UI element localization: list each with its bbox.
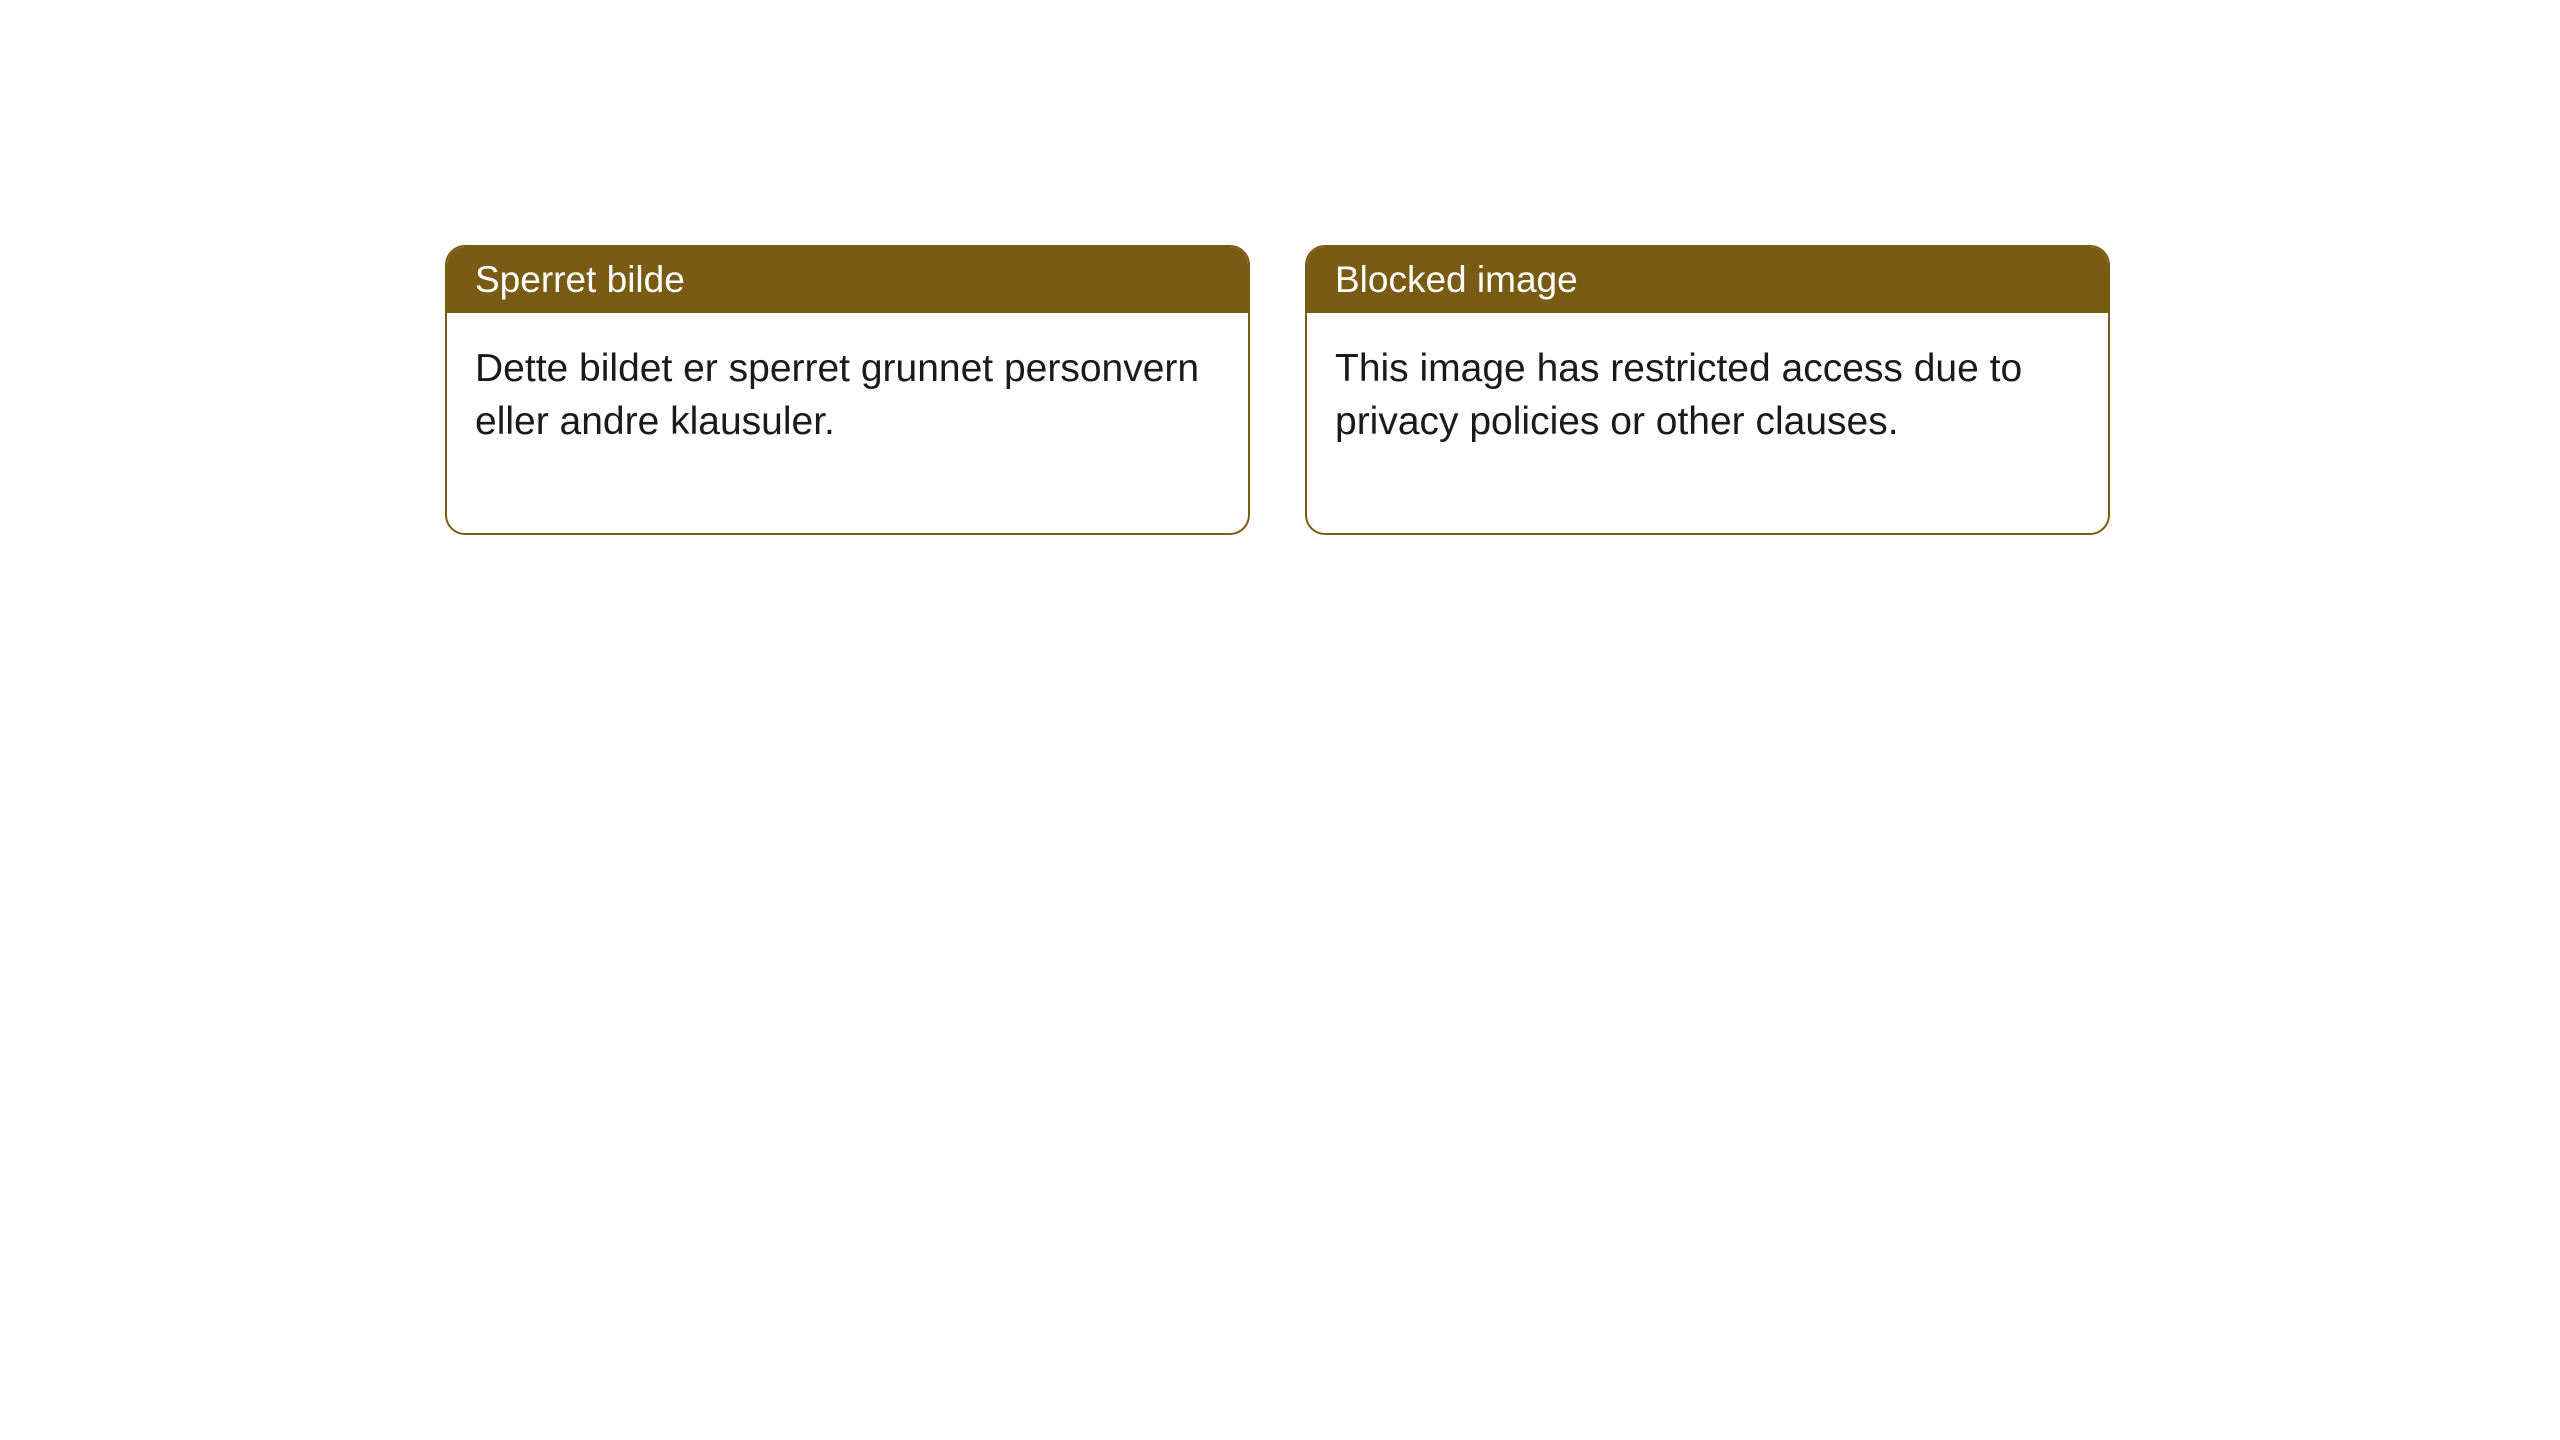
notice-card-norwegian: Sperret bilde Dette bildet er sperret gr… [445,245,1250,535]
notice-card-english: Blocked image This image has restricted … [1305,245,2110,535]
notice-header: Sperret bilde [447,247,1248,313]
notice-container: Sperret bilde Dette bildet er sperret gr… [445,245,2110,535]
notice-body: Dette bildet er sperret grunnet personve… [447,313,1248,533]
notice-body: This image has restricted access due to … [1307,313,2108,533]
notice-title: Blocked image [1335,259,1578,300]
notice-header: Blocked image [1307,247,2108,313]
notice-title: Sperret bilde [475,259,685,300]
notice-body-text: Dette bildet er sperret grunnet personve… [475,347,1199,443]
notice-body-text: This image has restricted access due to … [1335,347,2022,443]
